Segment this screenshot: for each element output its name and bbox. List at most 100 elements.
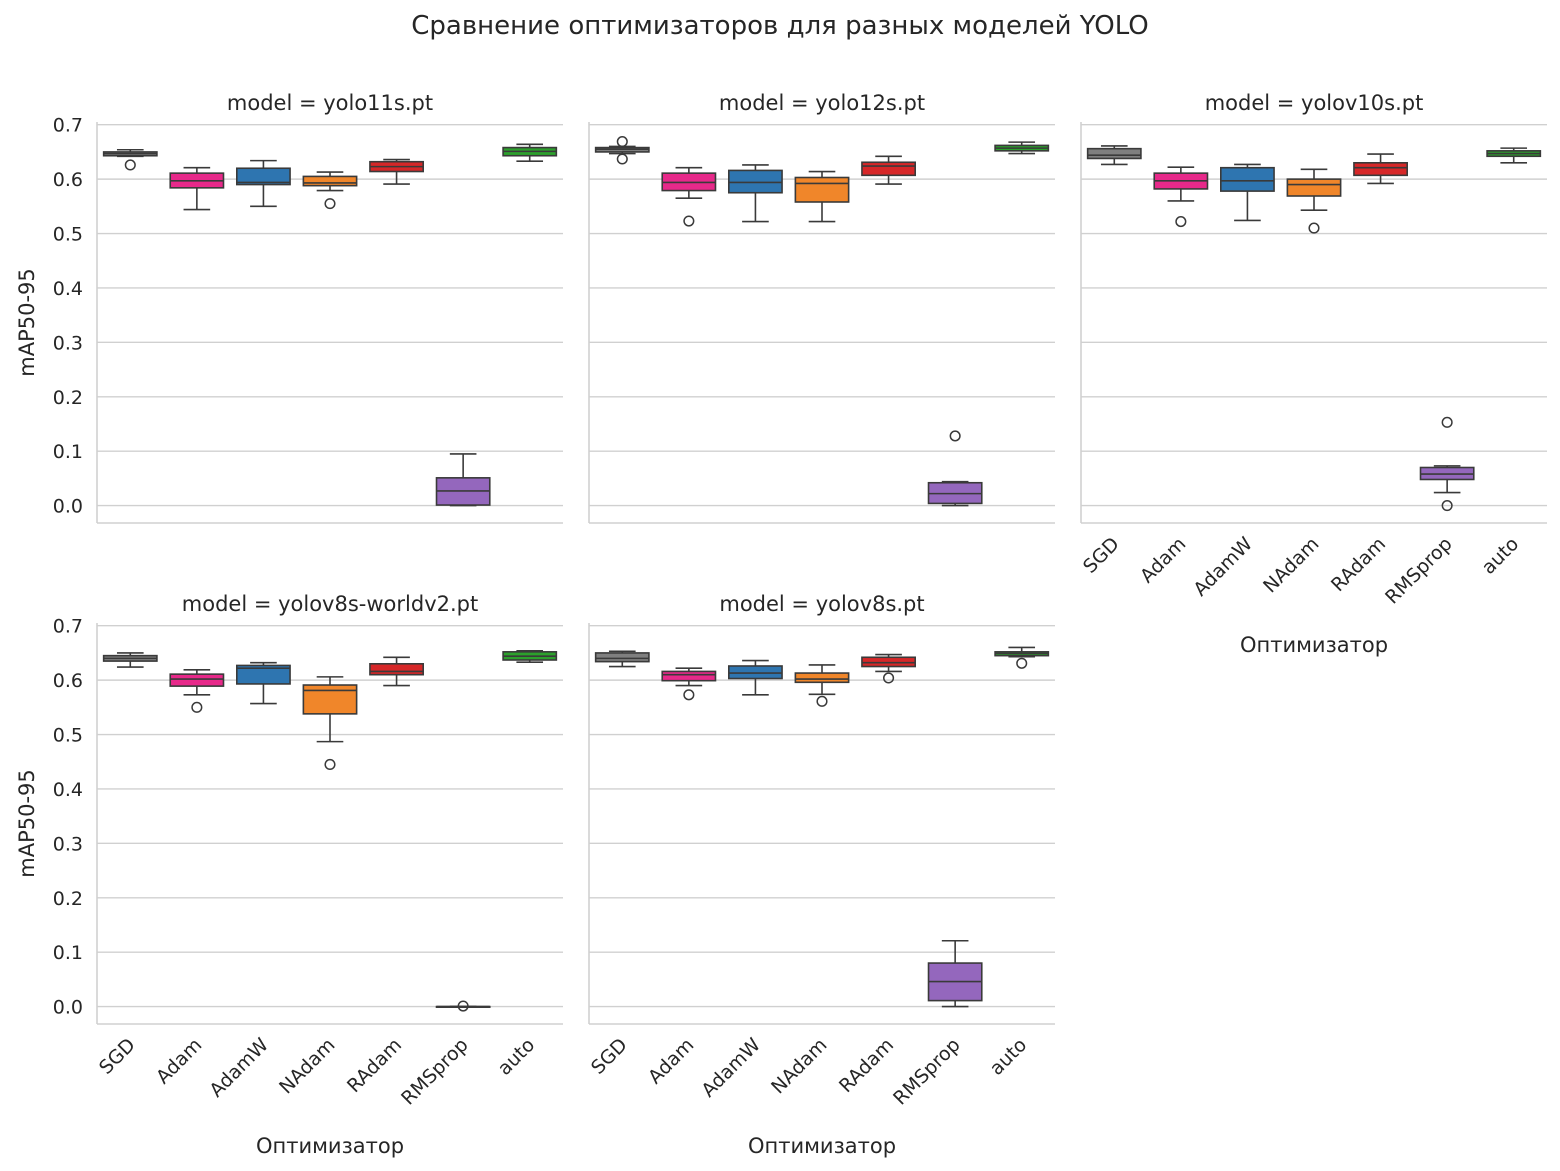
- iqr-box: [369, 663, 425, 676]
- box-nadam: [302, 676, 358, 771]
- box-nadam: [794, 664, 850, 707]
- box-adamw: [236, 159, 291, 208]
- iqr-box: [169, 673, 225, 687]
- box-auto: [994, 141, 1050, 155]
- x-tick-label: auto: [985, 1034, 1031, 1080]
- y-tick-label: 0.7: [53, 616, 83, 638]
- box-adam: [661, 166, 717, 227]
- box-adamw: [727, 164, 783, 223]
- iqr-box: [1286, 178, 1342, 197]
- panel-title: model = yolov10s.pt: [1205, 91, 1424, 115]
- x-tick-label: RAdam: [835, 1034, 898, 1097]
- iqr-box: [1220, 166, 1275, 192]
- x-tick-label: NAdam: [767, 1034, 831, 1098]
- y-tick-label: 0.4: [53, 779, 83, 801]
- x-axis-label: Оптимизатор: [748, 1134, 896, 1158]
- y-tick-label: 0.4: [53, 278, 83, 300]
- panel-title: model = yolov8s-worldv2.pt: [182, 592, 478, 616]
- x-tick-label: Adam: [644, 1034, 698, 1088]
- x-tick-label: RAdam: [343, 1034, 406, 1097]
- box-sgd: [102, 148, 158, 171]
- box-nadam: [794, 170, 850, 223]
- box-nadam: [1286, 168, 1342, 234]
- box-sgd: [102, 652, 158, 668]
- y-axis-label: mAP50-95: [15, 769, 39, 878]
- panel-title: model = yolo12s.pt: [719, 91, 925, 115]
- box-adam: [1153, 166, 1209, 228]
- box-radam: [861, 653, 917, 684]
- box-radam: [369, 158, 425, 185]
- y-tick-label: 0.1: [53, 441, 83, 463]
- box-adam: [169, 668, 225, 713]
- iqr-box: [794, 176, 850, 203]
- outlier-point: [883, 672, 895, 684]
- iqr-box: [236, 664, 291, 685]
- outlier-point: [816, 695, 828, 707]
- outlier-point: [683, 215, 695, 227]
- y-tick-label: 0.1: [53, 942, 83, 964]
- box-auto: [502, 143, 558, 162]
- panel-title: model = yolov8s.pt: [719, 592, 924, 616]
- iqr-box: [727, 169, 783, 194]
- x-tick-label: SGD: [1079, 533, 1124, 578]
- outlier-point: [1016, 657, 1028, 669]
- x-tick-label: AdamW: [205, 1034, 273, 1102]
- panel-title: model = yolo11s.pt: [227, 91, 433, 115]
- box-adamw: [236, 661, 291, 705]
- box-sgd: [1086, 145, 1142, 166]
- x-tick-label: SGD: [587, 1034, 632, 1079]
- y-tick-label: 0.6: [53, 169, 83, 191]
- box-auto: [502, 649, 558, 663]
- x-tick-label: Adam: [152, 1034, 206, 1088]
- x-tick-label: NAdam: [275, 1034, 339, 1098]
- box-adam: [661, 667, 717, 701]
- facet-panel: model = yolo11s.pt 0.0 0.1 0.2 0.3 0.4 0.5 0.6 0…: [15, 91, 563, 524]
- y-tick-label: 0.3: [53, 833, 83, 855]
- iqr-box: [594, 652, 650, 663]
- outlier-point: [1441, 500, 1453, 512]
- box-nadam: [302, 171, 358, 210]
- box-rmsprop: [927, 430, 983, 507]
- outlier-point: [191, 701, 203, 713]
- iqr-box: [661, 670, 717, 682]
- x-axis-label: Оптимизатор: [256, 1134, 404, 1158]
- y-tick-label: 0.7: [53, 115, 83, 137]
- x-tick-label: auto: [493, 1034, 539, 1080]
- x-tick-label: RMSprop: [889, 1034, 965, 1110]
- y-tick-label: 0.0: [53, 997, 83, 1019]
- box-adam: [169, 166, 225, 211]
- x-tick-label: NAdam: [1259, 533, 1323, 597]
- outlier-point: [1441, 416, 1453, 428]
- facet-panel: model = yolov8s-worldv2.pt 0.0 0.1 0.2 0.3 0.…: [15, 592, 563, 1158]
- box-adamw: [727, 659, 783, 696]
- y-tick-label: 0.2: [53, 888, 83, 910]
- box-radam: [861, 155, 917, 185]
- x-tick-label: AdamW: [1189, 533, 1257, 601]
- iqr-box: [861, 656, 917, 668]
- x-tick-label: Adam: [1136, 533, 1190, 587]
- box-rmsprop: [435, 1000, 491, 1012]
- facet-grid: model = yolo11s.pt 0.0 0.1 0.2 0.3 0.4 0.5 0.6 0…: [15, 91, 1547, 1158]
- iqr-box: [727, 665, 783, 680]
- iqr-box: [302, 175, 358, 187]
- box-rmsprop: [435, 453, 491, 507]
- box-adamw: [1220, 163, 1275, 222]
- y-tick-label: 0.2: [53, 387, 83, 409]
- box-radam: [1353, 153, 1409, 185]
- outlier-point: [616, 136, 628, 148]
- facet-panel: model = yolo12s.pt: [588, 91, 1055, 524]
- outlier-point: [683, 689, 695, 701]
- box-rmsprop: [927, 939, 983, 1008]
- box-rmsprop: [1419, 416, 1475, 512]
- figure-title: Сравнение оптимизаторов для разных модел…: [411, 11, 1149, 41]
- x-tick-label: RAdam: [1327, 533, 1390, 596]
- x-tick-label: RMSprop: [1381, 533, 1457, 609]
- x-axis-label: Оптимизатор: [1240, 633, 1388, 657]
- iqr-box: [236, 167, 291, 186]
- iqr-box: [861, 161, 917, 177]
- y-tick-label: 0.5: [53, 725, 83, 747]
- outlier-point: [949, 430, 961, 442]
